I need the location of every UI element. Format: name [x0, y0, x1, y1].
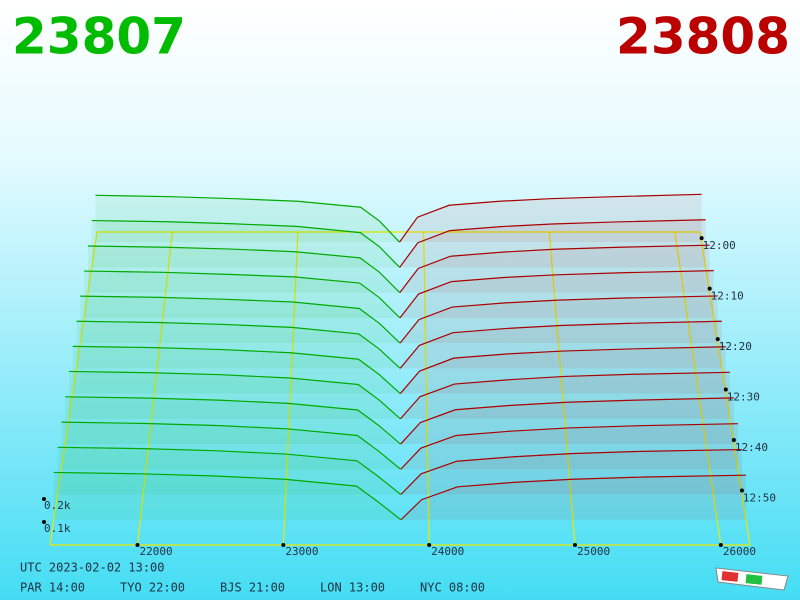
- ask-depth-area: [399, 219, 706, 268]
- ask-depth-line: [399, 244, 710, 293]
- red-lens: [721, 571, 739, 582]
- ask-depth-line: [399, 219, 706, 268]
- x-grid-line: [423, 231, 430, 546]
- bid-depth-line: [76, 320, 401, 369]
- ask-depth-line: [400, 474, 746, 521]
- x-grid-line: [548, 231, 576, 546]
- t-tick-label: 12:30: [727, 391, 760, 404]
- bid-depth-area: [72, 346, 401, 394]
- t-tick-mark: [715, 337, 720, 342]
- ask-depth-area: [400, 295, 718, 344]
- floor-left-edge: [49, 231, 98, 546]
- bid-depth-area: [76, 321, 401, 369]
- bid-price: 23807: [12, 8, 186, 66]
- bid-depth-area: [84, 271, 400, 318]
- ask-price: 23808: [616, 8, 790, 66]
- bid-depth-line: [91, 219, 400, 268]
- bid-depth-area: [80, 296, 400, 344]
- z-tick-label: 0.2k: [44, 499, 71, 512]
- bid-depth-line: [68, 370, 401, 420]
- x-tick-mark: [135, 543, 140, 547]
- x-grid-line: [282, 231, 299, 546]
- x-tick-label: 24000: [431, 545, 464, 558]
- green-lens: [745, 574, 763, 585]
- x-tick-mark: [427, 543, 432, 547]
- city-time: NYC 08:00: [420, 581, 485, 595]
- ask-depth-line: [400, 397, 734, 445]
- x-tick-mark: [281, 543, 286, 547]
- bid-depth-line: [80, 295, 401, 344]
- ask-depth-area: [399, 194, 702, 243]
- plot: 22000 23000 24000 25000 26000 0.1k 0.2k 12:00 12…: [42, 193, 776, 558]
- z-tick-mark: [42, 497, 46, 501]
- bid-depth-line: [61, 421, 402, 470]
- x-tick-label: 26000: [723, 545, 756, 558]
- ask-depth-line: [399, 346, 726, 394]
- ask-depth-line: [399, 270, 714, 319]
- bid-depth-line: [53, 471, 402, 521]
- bid-depth-line: [72, 345, 401, 394]
- city-time: PAR 14:00: [20, 581, 85, 595]
- t-tick-mark: [739, 488, 744, 493]
- t-tick-mark: [723, 387, 728, 392]
- bid-depth-line: [95, 194, 400, 243]
- t-tick-mark: [731, 438, 736, 443]
- x-tick-label: 23000: [285, 545, 318, 558]
- bid-depth-line: [57, 446, 402, 495]
- ask-depth-area: [400, 423, 738, 470]
- t-tick-mark: [699, 236, 704, 241]
- bid-depth-line: [65, 396, 401, 445]
- t-tick-label: 12:10: [711, 290, 744, 303]
- ask-depth-line: [399, 295, 718, 344]
- ask-depth-area: [400, 449, 742, 495]
- ask-depth-line: [400, 371, 730, 420]
- utc-time: UTC 2023-02-02 13:00: [20, 561, 165, 575]
- x-grid-line: [136, 231, 173, 546]
- ask-depth-area: [400, 397, 734, 445]
- t-tick-label: 12:50: [743, 492, 776, 505]
- x-tick-mark: [718, 543, 723, 547]
- bid-depth-area: [68, 371, 401, 419]
- city-time: TYO 22:00: [120, 581, 185, 595]
- t-tick-label: 12:40: [735, 441, 768, 454]
- x-tick-label: 25000: [577, 545, 610, 558]
- ask-depth-line: [399, 193, 702, 243]
- bid-depth-area: [95, 195, 400, 243]
- t-tick-mark: [707, 286, 712, 291]
- city-times: PAR 14:00 TYO 22:00 BJS 21:00 LON 13:00 NYC …: [20, 581, 485, 595]
- x-tick-label: 22000: [140, 545, 173, 558]
- city-time: BJS 21:00: [220, 581, 285, 595]
- ask-depth-area: [399, 270, 714, 318]
- x-tick-mark: [573, 543, 577, 547]
- ask-depth-line: [399, 320, 722, 369]
- z-tick-label: 0.1k: [44, 522, 71, 535]
- bid-depth-area: [91, 220, 400, 268]
- ask-depth-line: [400, 448, 742, 495]
- z-tick-mark: [42, 520, 46, 524]
- ask-depth-area: [401, 475, 746, 520]
- x-grid-line: [674, 231, 722, 546]
- city-time: LON 13:00: [320, 581, 385, 595]
- 3d-glasses-icon: [715, 567, 789, 591]
- ask-depth-area: [399, 245, 710, 293]
- t-tick-label: 12:20: [719, 340, 752, 353]
- bid-depth-area: [53, 472, 401, 520]
- ask-depth-line: [400, 423, 738, 470]
- bid-depth-line: [84, 270, 401, 319]
- bid-depth-line: [87, 245, 401, 294]
- t-tick-label: 12:00: [703, 239, 736, 252]
- bid-depth-area: [87, 246, 400, 293]
